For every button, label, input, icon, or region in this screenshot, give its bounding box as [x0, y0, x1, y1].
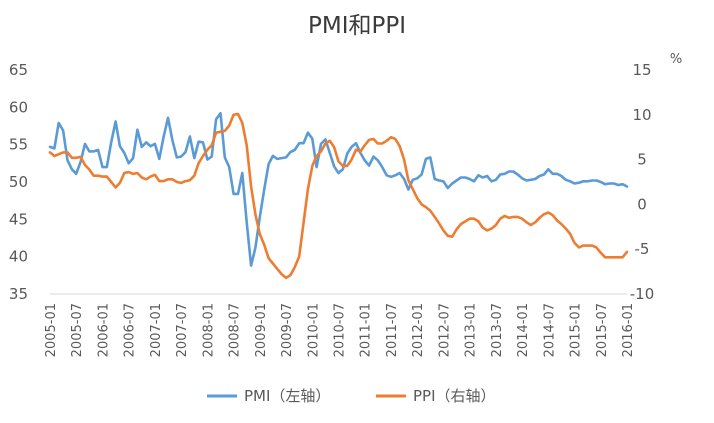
series-line-pmi [48, 112, 629, 267]
right-axis-ticks: -10 -5 0 5 10 15 [630, 61, 655, 303]
left-axis-ticks: 35 40 45 50 55 60 65 [9, 61, 28, 303]
x-tick-label: 2015-07 [595, 303, 610, 357]
chart-title: PMI和PPI [308, 13, 406, 39]
left-tick-label: 40 [9, 248, 28, 266]
right-axis-unit: % [670, 52, 682, 67]
x-tick-label: 2014-01 [516, 303, 531, 357]
x-tick-label: 2006-07 [123, 303, 138, 357]
right-tick-label: 0 [637, 195, 647, 213]
x-tick-label: 2012-01 [411, 303, 426, 357]
x-tick-label: 2009-01 [254, 303, 269, 357]
x-tick-label: 2013-07 [490, 303, 505, 357]
legend: PMI（左轴） PPI（右轴） [207, 387, 496, 405]
x-tick-label: 2007-01 [149, 303, 164, 357]
x-tick-label: 2011-01 [359, 303, 374, 357]
x-tick-label: 2011-07 [385, 303, 400, 357]
right-tick-label: 5 [637, 151, 647, 169]
x-tick-label: 2015-01 [569, 303, 584, 357]
x-tick-label: 2005-01 [44, 303, 59, 357]
x-tick-label: 2005-07 [70, 303, 85, 357]
left-tick-label: 45 [9, 210, 28, 228]
right-tick-label: 15 [632, 61, 651, 79]
series-group [48, 112, 629, 280]
left-tick-label: 35 [9, 285, 28, 303]
x-tick-label: 2010-01 [306, 303, 321, 357]
x-tick-label: 2006-01 [96, 303, 111, 357]
x-tick-label: 2008-01 [201, 303, 216, 357]
left-tick-label: 65 [9, 61, 28, 79]
x-axis-ticks: 2005-01 2005-07 2006-01 2006-07 2007-01 2007-… [44, 303, 636, 357]
series-line-ppi [48, 112, 629, 280]
x-tick-label: 2009-07 [280, 303, 295, 357]
left-tick-label: 55 [9, 136, 28, 154]
x-tick-label: 2014-07 [542, 303, 557, 357]
x-tick-label: 2008-07 [228, 303, 243, 357]
x-tick-label: 2012-07 [437, 303, 452, 357]
x-tick-label: 2007-07 [175, 303, 190, 357]
right-tick-label: -10 [630, 285, 655, 303]
legend-label-ppi: PPI（右轴） [413, 387, 496, 405]
left-tick-label: 60 [9, 98, 28, 116]
x-tick-label: 2013-01 [464, 303, 479, 357]
right-tick-label: 10 [632, 106, 651, 124]
x-tick-label: 2010-07 [333, 303, 348, 357]
x-tick-label: 2016-01 [621, 303, 636, 357]
left-tick-label: 50 [9, 173, 28, 191]
right-tick-label: -5 [635, 240, 650, 258]
legend-label-pmi: PMI（左轴） [244, 387, 330, 405]
